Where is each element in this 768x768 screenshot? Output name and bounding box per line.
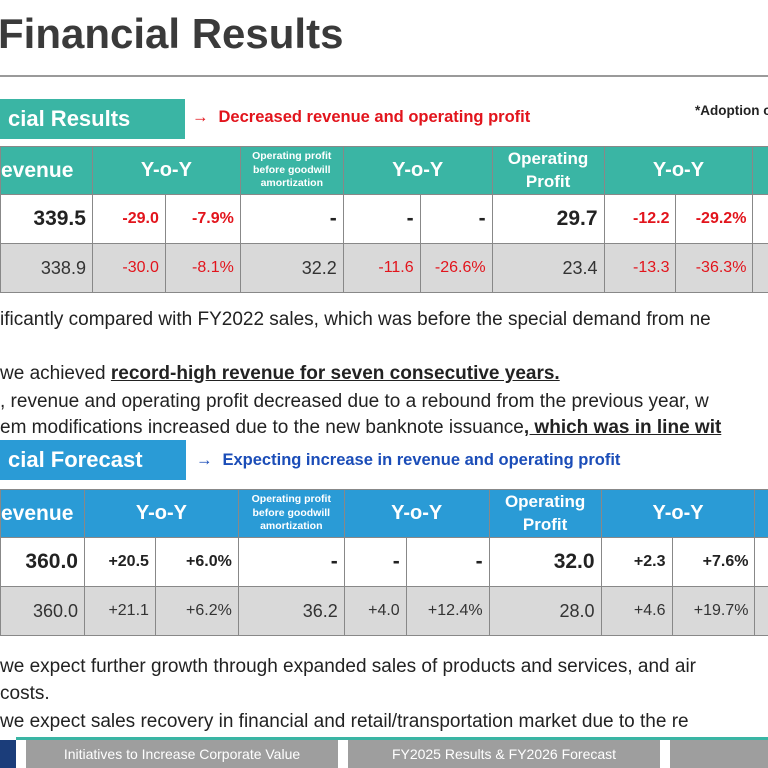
right-arrow-icon: →: [192, 108, 209, 126]
forecast-table: evenue Y-o-Y Operating profit before goo…: [0, 489, 768, 636]
footer-marker: [0, 740, 16, 768]
section-header-results: cial Results: [0, 99, 185, 139]
footer-tab-more[interactable]: [670, 740, 768, 768]
title-divider: [0, 75, 768, 77]
footer-nav: Initiatives to Increase Corporate Value …: [0, 737, 768, 768]
paragraph-emphasis: record-high revenue for seven consecutiv…: [110, 363, 560, 384]
header-op-before-goodwill: Operating profit before goodwill amortiz…: [237, 489, 345, 538]
header-operating-profit: Operating Profit: [488, 489, 602, 538]
table-cell: -13.3: [603, 243, 677, 293]
table-cell: +6.0%: [154, 537, 239, 587]
table-cell: [752, 243, 768, 293]
header-yoy: Y-o-Y: [603, 146, 754, 195]
results-note: → Decreased revenue and operating profit: [192, 108, 530, 127]
results-paragraph-2: we achieved record-high revenue for seve…: [0, 363, 560, 385]
table-cell: [754, 537, 768, 587]
forecast-note: → Expecting increase in revenue and oper…: [196, 451, 620, 470]
table-cell: 32.2: [239, 243, 344, 293]
table-cell: +7.6%: [671, 537, 756, 587]
forecast-paragraph-1: we expect further growth through expande…: [0, 656, 697, 677]
table-cell: -: [237, 537, 345, 587]
table-row: 360.0 +20.5 +6.0% - - - 32.0 +2.3 +7.6%: [0, 537, 768, 587]
table-row: 360.0 +21.1 +6.2% 36.2 +4.0 +12.4% 28.0 …: [0, 586, 768, 636]
forecast-paragraph-2: costs.: [0, 683, 50, 704]
header-yoy: Y-o-Y: [342, 146, 493, 195]
table-cell: -30.0: [91, 243, 166, 293]
table-cell: 28.0: [488, 586, 602, 636]
table-cell: 29.7: [491, 194, 605, 244]
table-row: 339.5 -29.0 -7.9% - - - 29.7 -12.2 -29.2…: [0, 194, 768, 244]
table-cell: -: [342, 194, 421, 244]
table-cell: -29.2%: [675, 194, 754, 244]
paragraph-text: we achieved: [0, 363, 111, 384]
paragraph-text: em modifications increased due to the ne…: [0, 417, 524, 438]
paragraph-emphasis: , which was in line wit: [523, 417, 722, 438]
results-paragraph-1: ificantly compared with FY2022 sales, wh…: [0, 309, 711, 330]
table-cell: -: [419, 194, 493, 244]
table-cell: -36.3%: [675, 243, 754, 293]
table-cell: -12.2: [603, 194, 677, 244]
footer-tab-initiatives[interactable]: Initiatives to Increase Corporate Value: [26, 740, 338, 768]
table-cell: [752, 146, 768, 195]
header-yoy: Y-o-Y: [343, 489, 490, 538]
table-cell: +6.2%: [154, 586, 239, 636]
results-table: evenue Y-o-Y Operating profit before goo…: [0, 146, 768, 293]
table-row: 338.9 -30.0 -8.1% 32.2 -11.6 -26.6% 23.4…: [0, 243, 768, 293]
table-cell: 360.0: [0, 537, 85, 587]
table-cell: +4.0: [343, 586, 407, 636]
table-cell: 360.0: [0, 586, 85, 636]
footer-tab-results-forecast[interactable]: FY2025 Results & FY2026 Forecast: [348, 740, 660, 768]
table-cell: 32.0: [488, 537, 602, 587]
table-cell: +19.7%: [671, 586, 756, 636]
table-cell: 338.9: [0, 243, 93, 293]
table-cell: [754, 586, 768, 636]
table-cell: -26.6%: [419, 243, 493, 293]
header-yoy: Y-o-Y: [91, 146, 241, 195]
results-note-text: Decreased revenue and operating profit: [218, 108, 531, 126]
header-operating-profit: Operating Profit: [491, 146, 605, 195]
header-revenue: evenue: [0, 489, 85, 538]
header-yoy: Y-o-Y: [600, 489, 756, 538]
table-cell: +12.4%: [405, 586, 490, 636]
table-cell: -: [405, 537, 490, 587]
header-yoy: Y-o-Y: [83, 489, 239, 538]
forecast-paragraph-3: we expect sales recovery in financial an…: [0, 711, 689, 732]
table-cell: -8.1%: [164, 243, 241, 293]
table-cell: -11.6: [342, 243, 421, 293]
table-cell: 36.2: [237, 586, 345, 636]
table-cell: 23.4: [491, 243, 605, 293]
table-cell: -29.0: [91, 194, 166, 244]
section-header-forecast: cial Forecast: [0, 440, 186, 480]
table-cell: +2.3: [600, 537, 673, 587]
results-paragraph-3: , revenue and operating profit decreased…: [0, 391, 709, 412]
results-paragraph-4: em modifications increased due to the ne…: [0, 417, 721, 439]
adoption-footnote: *Adoption o: [695, 103, 768, 118]
table-cell: [754, 489, 768, 538]
forecast-note-text: Expecting increase in revenue and operat…: [222, 451, 621, 469]
header-revenue: evenue: [0, 146, 93, 195]
table-cell: [752, 194, 768, 244]
header-op-before-goodwill: Operating profit before goodwill amortiz…: [239, 146, 344, 195]
page-title: Financial Results: [0, 10, 344, 57]
table-cell: +4.6: [600, 586, 673, 636]
table-cell: -: [343, 537, 407, 587]
table-cell: -7.9%: [164, 194, 241, 244]
table-cell: +21.1: [83, 586, 156, 636]
table-cell: +20.5: [83, 537, 156, 587]
footer-divider: [16, 737, 768, 740]
right-arrow-icon: →: [196, 451, 213, 469]
table-cell: 339.5: [0, 194, 93, 244]
table-cell: -: [239, 194, 344, 244]
